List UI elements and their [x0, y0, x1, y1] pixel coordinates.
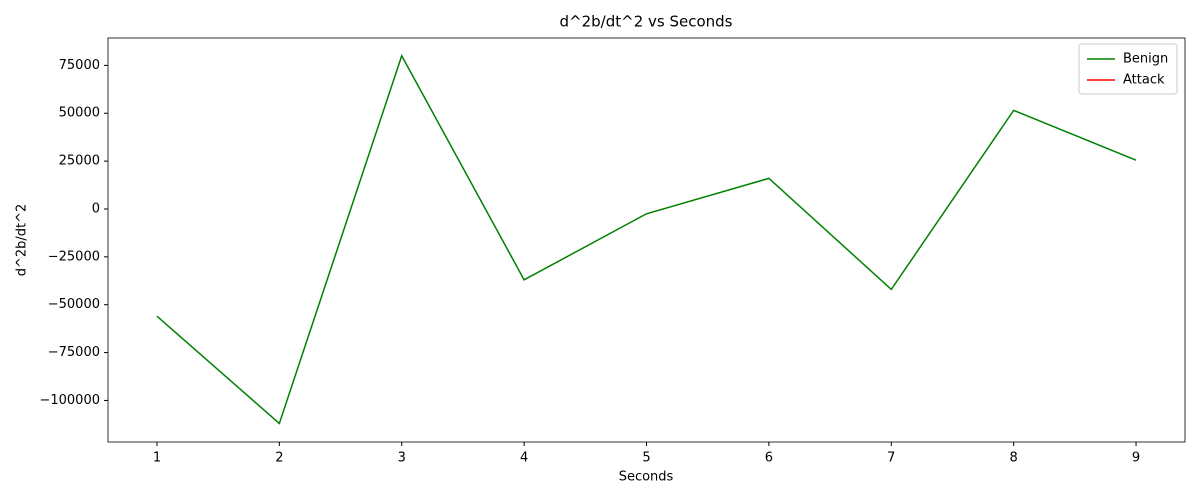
chart-title: d^2b/dt^2 vs Seconds — [560, 13, 733, 31]
y-tick-label: −75000 — [48, 345, 100, 360]
y-tick-label: −50000 — [48, 297, 100, 312]
y-tick-label: 75000 — [59, 58, 100, 73]
plot-frame — [107, 37, 1186, 443]
x-tick-label: 2 — [275, 451, 283, 466]
x-tick-label: 1 — [153, 451, 161, 466]
line-series — [156, 53, 1137, 425]
x-tick-label: 4 — [520, 451, 528, 466]
y-axis-label: d^2b/dt^2 — [15, 204, 30, 277]
y-tick-label: 25000 — [59, 154, 100, 169]
x-tick-label: 5 — [642, 451, 650, 466]
x-tick-label: 9 — [1132, 451, 1140, 466]
y-tick-label: 0 — [92, 201, 100, 216]
x-tick-label: 3 — [398, 451, 406, 466]
legend-label: Attack — [1123, 73, 1165, 88]
y-tick-label: −25000 — [48, 249, 100, 264]
legend-label: Benign — [1123, 52, 1168, 67]
x-axis-label: Seconds — [619, 470, 674, 485]
y-tick-label: −100000 — [39, 393, 100, 408]
y-tick-label: 50000 — [59, 106, 100, 121]
x-tick-label: 7 — [887, 451, 895, 466]
x-tick-label: 8 — [1010, 451, 1018, 466]
x-tick-label: 6 — [765, 451, 773, 466]
legend-box — [1078, 43, 1178, 95]
